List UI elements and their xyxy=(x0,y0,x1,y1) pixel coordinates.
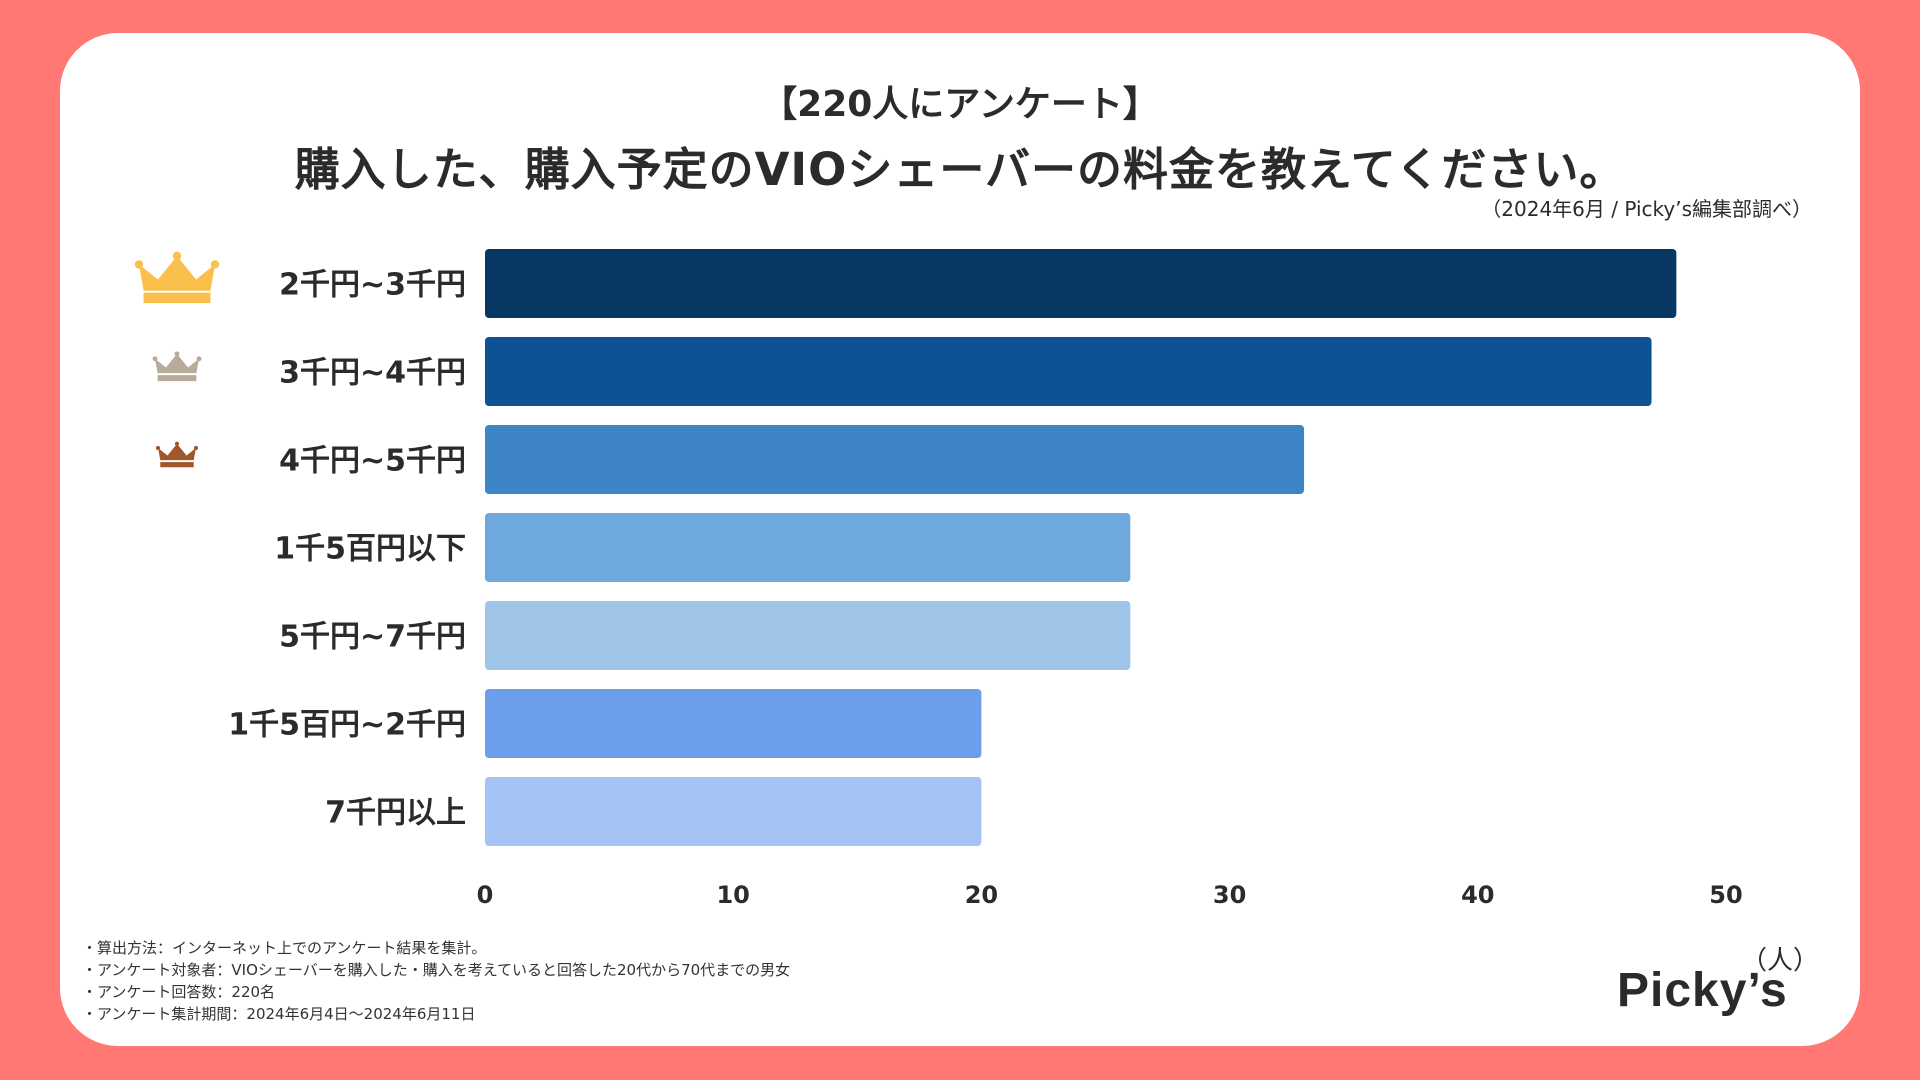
bar-4 xyxy=(485,513,1131,582)
category-label-1: 2千円~3千円 xyxy=(279,268,466,303)
bar-7 xyxy=(485,777,982,846)
x-tick-label-50: 50 xyxy=(1709,881,1742,909)
x-tick-label-40: 40 xyxy=(1461,881,1494,909)
chart-title: 購入した、購入予定のVIOシェーバーの料金を教えてください。 xyxy=(294,143,1626,196)
category-label-6: 1千5百円~2千円 xyxy=(228,708,466,743)
category-label-5: 5千円~7千円 xyxy=(279,620,466,655)
footnote-count: ・アンケート回答数：220名 xyxy=(82,983,276,1001)
bar-5 xyxy=(485,601,1131,670)
x-tick-label-20: 20 xyxy=(965,881,998,909)
category-label-4: 1千5百円以下 xyxy=(274,532,466,567)
bronze-crown-icon xyxy=(155,441,199,468)
survey-subtitle: 【220人にアンケート】 xyxy=(761,84,1159,125)
bar-2 xyxy=(485,337,1652,406)
x-tick-label-10: 10 xyxy=(716,881,749,909)
footnote-target: ・アンケート対象者：VIOシェーバーを購入した・購入を考えていると回答した20代… xyxy=(82,961,791,979)
category-label-2: 3千円~4千円 xyxy=(279,356,466,391)
source-note: （2024年6月 / Picky’s編集部調べ） xyxy=(1481,197,1812,221)
gold-crown-icon xyxy=(134,251,220,304)
footnotes: ・算出方法：インターネット上でのアンケート結果を集計。 ・アンケート対象者：VI… xyxy=(82,937,790,1025)
bar-1 xyxy=(485,249,1677,318)
category-label-7: 7千円以上 xyxy=(325,796,466,831)
pickys-logo: Picky’s xyxy=(1617,964,1788,1017)
category-label-3: 4千円~5千円 xyxy=(279,444,466,479)
bar-chart: 2千円~3千円 3千円~4千円 4千円~5千円 1千5百円以下 5千円~7千円 1千5百円… xyxy=(134,249,1819,976)
x-tick-label-0: 0 xyxy=(477,881,494,909)
silver-crown-icon xyxy=(152,351,202,382)
bar-3 xyxy=(485,425,1305,494)
unit-label: （人） xyxy=(1741,946,1819,976)
footnote-period: ・アンケート集計期間：2024年6月4日〜2024年6月11日 xyxy=(82,1005,476,1023)
chart-card: 【220人にアンケート】 購入した、購入予定のVIOシェーバーの料金を教えてくだ… xyxy=(60,33,1860,1046)
footnote-method: ・算出方法：インターネット上でのアンケート結果を集計。 xyxy=(82,939,487,957)
bar-6 xyxy=(485,689,982,758)
x-tick-label-30: 30 xyxy=(1213,881,1246,909)
